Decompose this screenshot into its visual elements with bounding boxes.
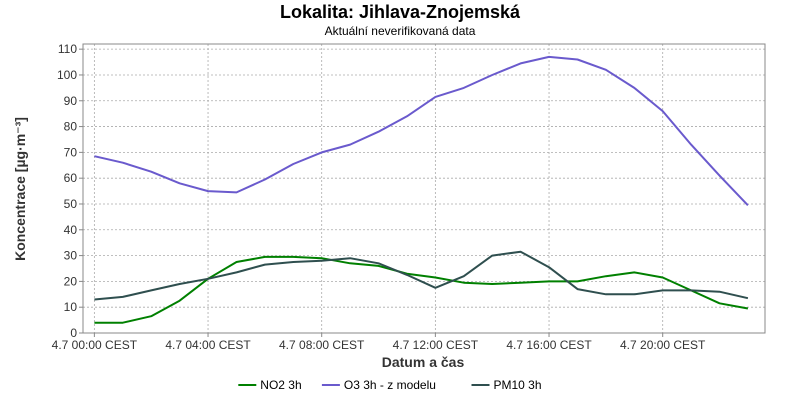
x-tick-label: 4.7 00:00 CEST <box>52 338 138 352</box>
chart-title: Lokalita: Jihlava-Znojemská <box>279 2 521 22</box>
y-tick-label: 60 <box>64 171 78 185</box>
y-tick-label: 0 <box>70 326 77 340</box>
y-tick-label: 30 <box>64 249 78 263</box>
x-tick-label: 4.7 20:00 CEST <box>620 338 706 352</box>
y-axis-title: Koncentrace [µg·m⁻³] <box>12 117 28 261</box>
x-tick-label: 4.7 12:00 CEST <box>393 338 479 352</box>
chart-subtitle: Aktuální neverifikovaná data <box>324 24 476 38</box>
y-tick-label: 90 <box>64 94 78 108</box>
y-tick-label: 40 <box>64 223 78 237</box>
series-line-0 <box>94 255 749 324</box>
x-tick-label: 4.7 16:00 CEST <box>506 338 592 352</box>
x-tick-label: 4.7 04:00 CEST <box>165 338 251 352</box>
series-lines <box>94 55 749 324</box>
y-tick-label: 80 <box>64 120 78 134</box>
y-tick-label: 70 <box>64 145 78 159</box>
legend: NO2 3h O3 3h - z modelu PM10 3h <box>238 378 542 392</box>
y-tick-label: 50 <box>64 197 78 211</box>
y-tick-label: 10 <box>64 300 78 314</box>
y-tick-label: 100 <box>57 68 77 82</box>
legend-label-2: PM10 3h <box>494 378 542 392</box>
plot-frame <box>82 43 766 334</box>
legend-label-0: NO2 3h <box>260 378 301 392</box>
x-axis: 4.7 00:00 CEST 4.7 04:00 CEST 4.7 08:00 CE… <box>52 333 706 352</box>
x-axis-title: Datum a čas <box>382 354 465 370</box>
y-tick-label: 20 <box>64 274 78 288</box>
x-tick-label: 4.7 08:00 CEST <box>279 338 365 352</box>
series-line-2 <box>94 250 749 301</box>
y-axis: 0 10 20 30 40 50 60 70 80 90 100 110 <box>57 42 83 340</box>
series-line-1 <box>94 55 749 206</box>
y-tick-label: 110 <box>58 42 77 56</box>
legend-label-1: O3 3h - z modelu <box>344 378 436 392</box>
